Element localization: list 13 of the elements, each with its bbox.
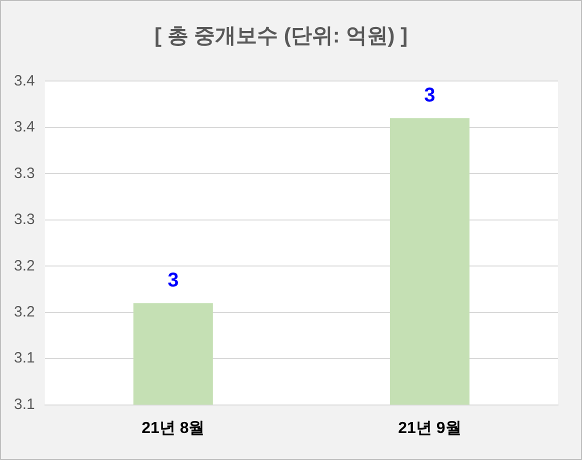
x-tick-label: 21년 9월 [398,420,462,437]
data-label: 3 [424,84,436,107]
y-tick-label: 3.3 [14,164,35,182]
y-tick-label: 3.1 [14,396,35,413]
x-tick-label: 21년 8월 [142,420,205,437]
y-tick-label: 3.4 [14,118,35,136]
chart-title: [ 총 중개보수 (단위: 억원) ] [154,24,408,48]
y-tick-label: 3.2 [14,257,35,274]
y-tick-label: 3.1 [14,350,35,367]
y-tick-label: 3.2 [14,303,35,320]
data-label: 3 [168,270,179,292]
y-tick-label: 3.3 [14,211,35,228]
y-tick-label: 3.4 [14,72,35,90]
